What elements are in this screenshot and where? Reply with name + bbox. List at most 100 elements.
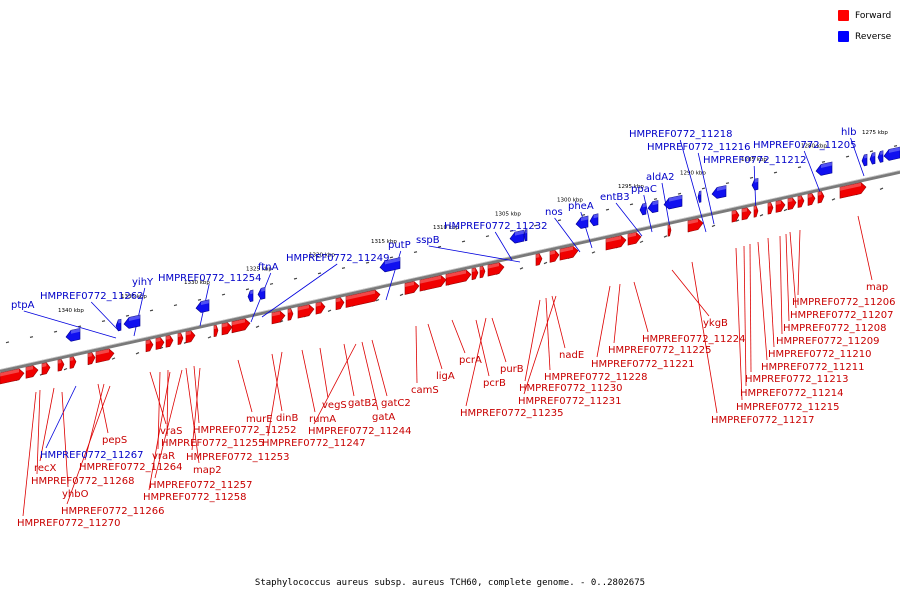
reverse-gene-arrow: [247, 289, 254, 303]
scale-tick: [293, 277, 298, 280]
forward-leader-line: [545, 297, 551, 371]
forward-leader-line: [857, 215, 873, 281]
reverse-gene-label: ftnA: [258, 262, 279, 273]
forward-leader-line: [551, 295, 566, 349]
reverse-gene-arrow: [751, 178, 759, 191]
forward-gene-arrow: [731, 209, 740, 223]
scale-tick: [831, 198, 836, 201]
scale-tick: [773, 171, 778, 174]
forward-leader-line: [154, 369, 183, 479]
scale-tick: [735, 219, 740, 222]
forward-gene-labels: HMPREF0772_11267 recX HMPREF0772_11268 yhbO…: [17, 282, 895, 529]
forward-leader-line: [735, 247, 743, 401]
reverse-gene-arrow: [861, 153, 868, 167]
reverse-gene-arrow: [639, 202, 647, 216]
forward-swatch: [838, 10, 849, 21]
forward-leader-line: [757, 241, 768, 361]
reverse-gene-label: sspB: [416, 235, 440, 246]
reverse-gene-label: HMPREF0772_11249: [286, 253, 389, 264]
forward-gene-label: HMPREF0772_11268: [31, 476, 134, 487]
reverse-gene-arrow: [815, 161, 833, 176]
scale-tick: [255, 325, 260, 328]
forward-gene-arrow: [479, 265, 486, 279]
forward-leader-line: [193, 365, 200, 424]
forward-gene-label: HMPREF0772_11214: [740, 388, 843, 399]
scale-tick: [341, 267, 346, 269]
forward-leader-line: [475, 319, 490, 377]
reverse-gene-arrow: [523, 229, 528, 242]
forward-leader-line: [779, 235, 783, 335]
reverse-leader-line: [90, 301, 119, 331]
forward-leader-line: [465, 317, 487, 407]
reverse-gene-arrow: [195, 299, 210, 313]
forward-leader-line: [185, 367, 200, 464]
forward-leader-line: [633, 281, 649, 333]
gene-glyphs: [0, 146, 900, 385]
scale-tick: [701, 187, 706, 190]
reverse-gene-arrow: [869, 152, 876, 165]
scale-tick: [629, 203, 634, 206]
forward-gene-label: HMPREF0772_11224: [642, 334, 745, 345]
scale-tick: [135, 352, 140, 355]
scale-label: 1295 kbp: [618, 184, 644, 190]
forward-gene-arrow: [753, 205, 759, 218]
scale-tick: [821, 160, 826, 163]
reverse-gene-label: HMPREF0772_11205: [753, 140, 856, 151]
reverse-leader-line: [615, 202, 643, 237]
legend: Forward Reverse: [838, 9, 891, 51]
reverse-leader-line: [679, 139, 707, 233]
forward-gene-arrow: [419, 275, 447, 292]
reverse-leader-line: [261, 263, 338, 318]
forward-leader-line: [191, 367, 201, 451]
forward-leader-line: [691, 261, 718, 414]
reverse-gene-label: HMPREF0772_11218: [629, 129, 732, 140]
forward-gene-arrow: [87, 352, 96, 365]
forward-gene-arrow: [95, 348, 115, 364]
reverse-gene-arrow: [379, 257, 401, 273]
forward-leader-line: [319, 347, 329, 399]
scale-tick: [245, 288, 250, 291]
scale-tick: [533, 224, 538, 227]
forward-gene-arrow: [404, 281, 420, 295]
reverse-gene-arrow: [697, 190, 702, 203]
forward-leader-line: [61, 391, 69, 488]
forward-leader-line: [313, 343, 357, 425]
reverse-gene-label: ppaC: [631, 184, 657, 195]
forward-gene-arrow: [839, 182, 867, 199]
reverse-gene-arrow: [663, 194, 683, 210]
scale-tick: [29, 336, 34, 338]
reverse-gene-label: ptpA: [11, 300, 35, 311]
forward-gene-arrow: [627, 232, 642, 246]
reverse-leader-line: [643, 194, 653, 233]
legend-reverse-label: Reverse: [855, 31, 892, 42]
reverse-gene-label: HMPREF0772_11216: [647, 142, 750, 153]
forward-leader-line: [45, 385, 77, 449]
genome-caption: Staphylococcus aureus subsp. aureus TCH6…: [254, 578, 646, 588]
reverse-gene-label: HMPREF0772_11212: [703, 155, 806, 166]
forward-gene-label: vraR: [152, 451, 175, 462]
reverse-gene-arrow: [509, 229, 525, 244]
scale-label: 1340 kbp: [58, 308, 84, 314]
scale-tick: [519, 267, 524, 270]
forward-gene-label: purB: [500, 364, 524, 375]
scale-tick: [125, 314, 130, 317]
forward-gene-label: HMPREF0772_11207: [790, 310, 893, 321]
forward-leader-line: [343, 343, 355, 397]
reverse-leader-line: [697, 152, 715, 225]
forward-leader-line: [166, 369, 169, 437]
forward-gene-label: HMPREF0772_11264: [79, 462, 182, 473]
legend-forward-label: Forward: [855, 10, 892, 21]
scale-label: 1325 kbp: [246, 266, 272, 272]
scale-tick: [605, 208, 610, 211]
reverse-gene-arrow: [65, 327, 81, 342]
forward-leader-line: [66, 385, 111, 505]
genome-backbone: [0, 170, 900, 373]
forward-gene-label: HMPREF0772_11221: [591, 359, 694, 370]
scale-tick: [677, 192, 682, 195]
legend-forward: Forward: [838, 9, 891, 22]
scale-tick: [317, 272, 322, 275]
forward-gene-label: HMPREF0772_11235: [460, 408, 563, 419]
scale-label: 1285 kbp: [741, 157, 767, 163]
scale-tick: [63, 367, 68, 371]
scale-tick: [207, 336, 212, 339]
